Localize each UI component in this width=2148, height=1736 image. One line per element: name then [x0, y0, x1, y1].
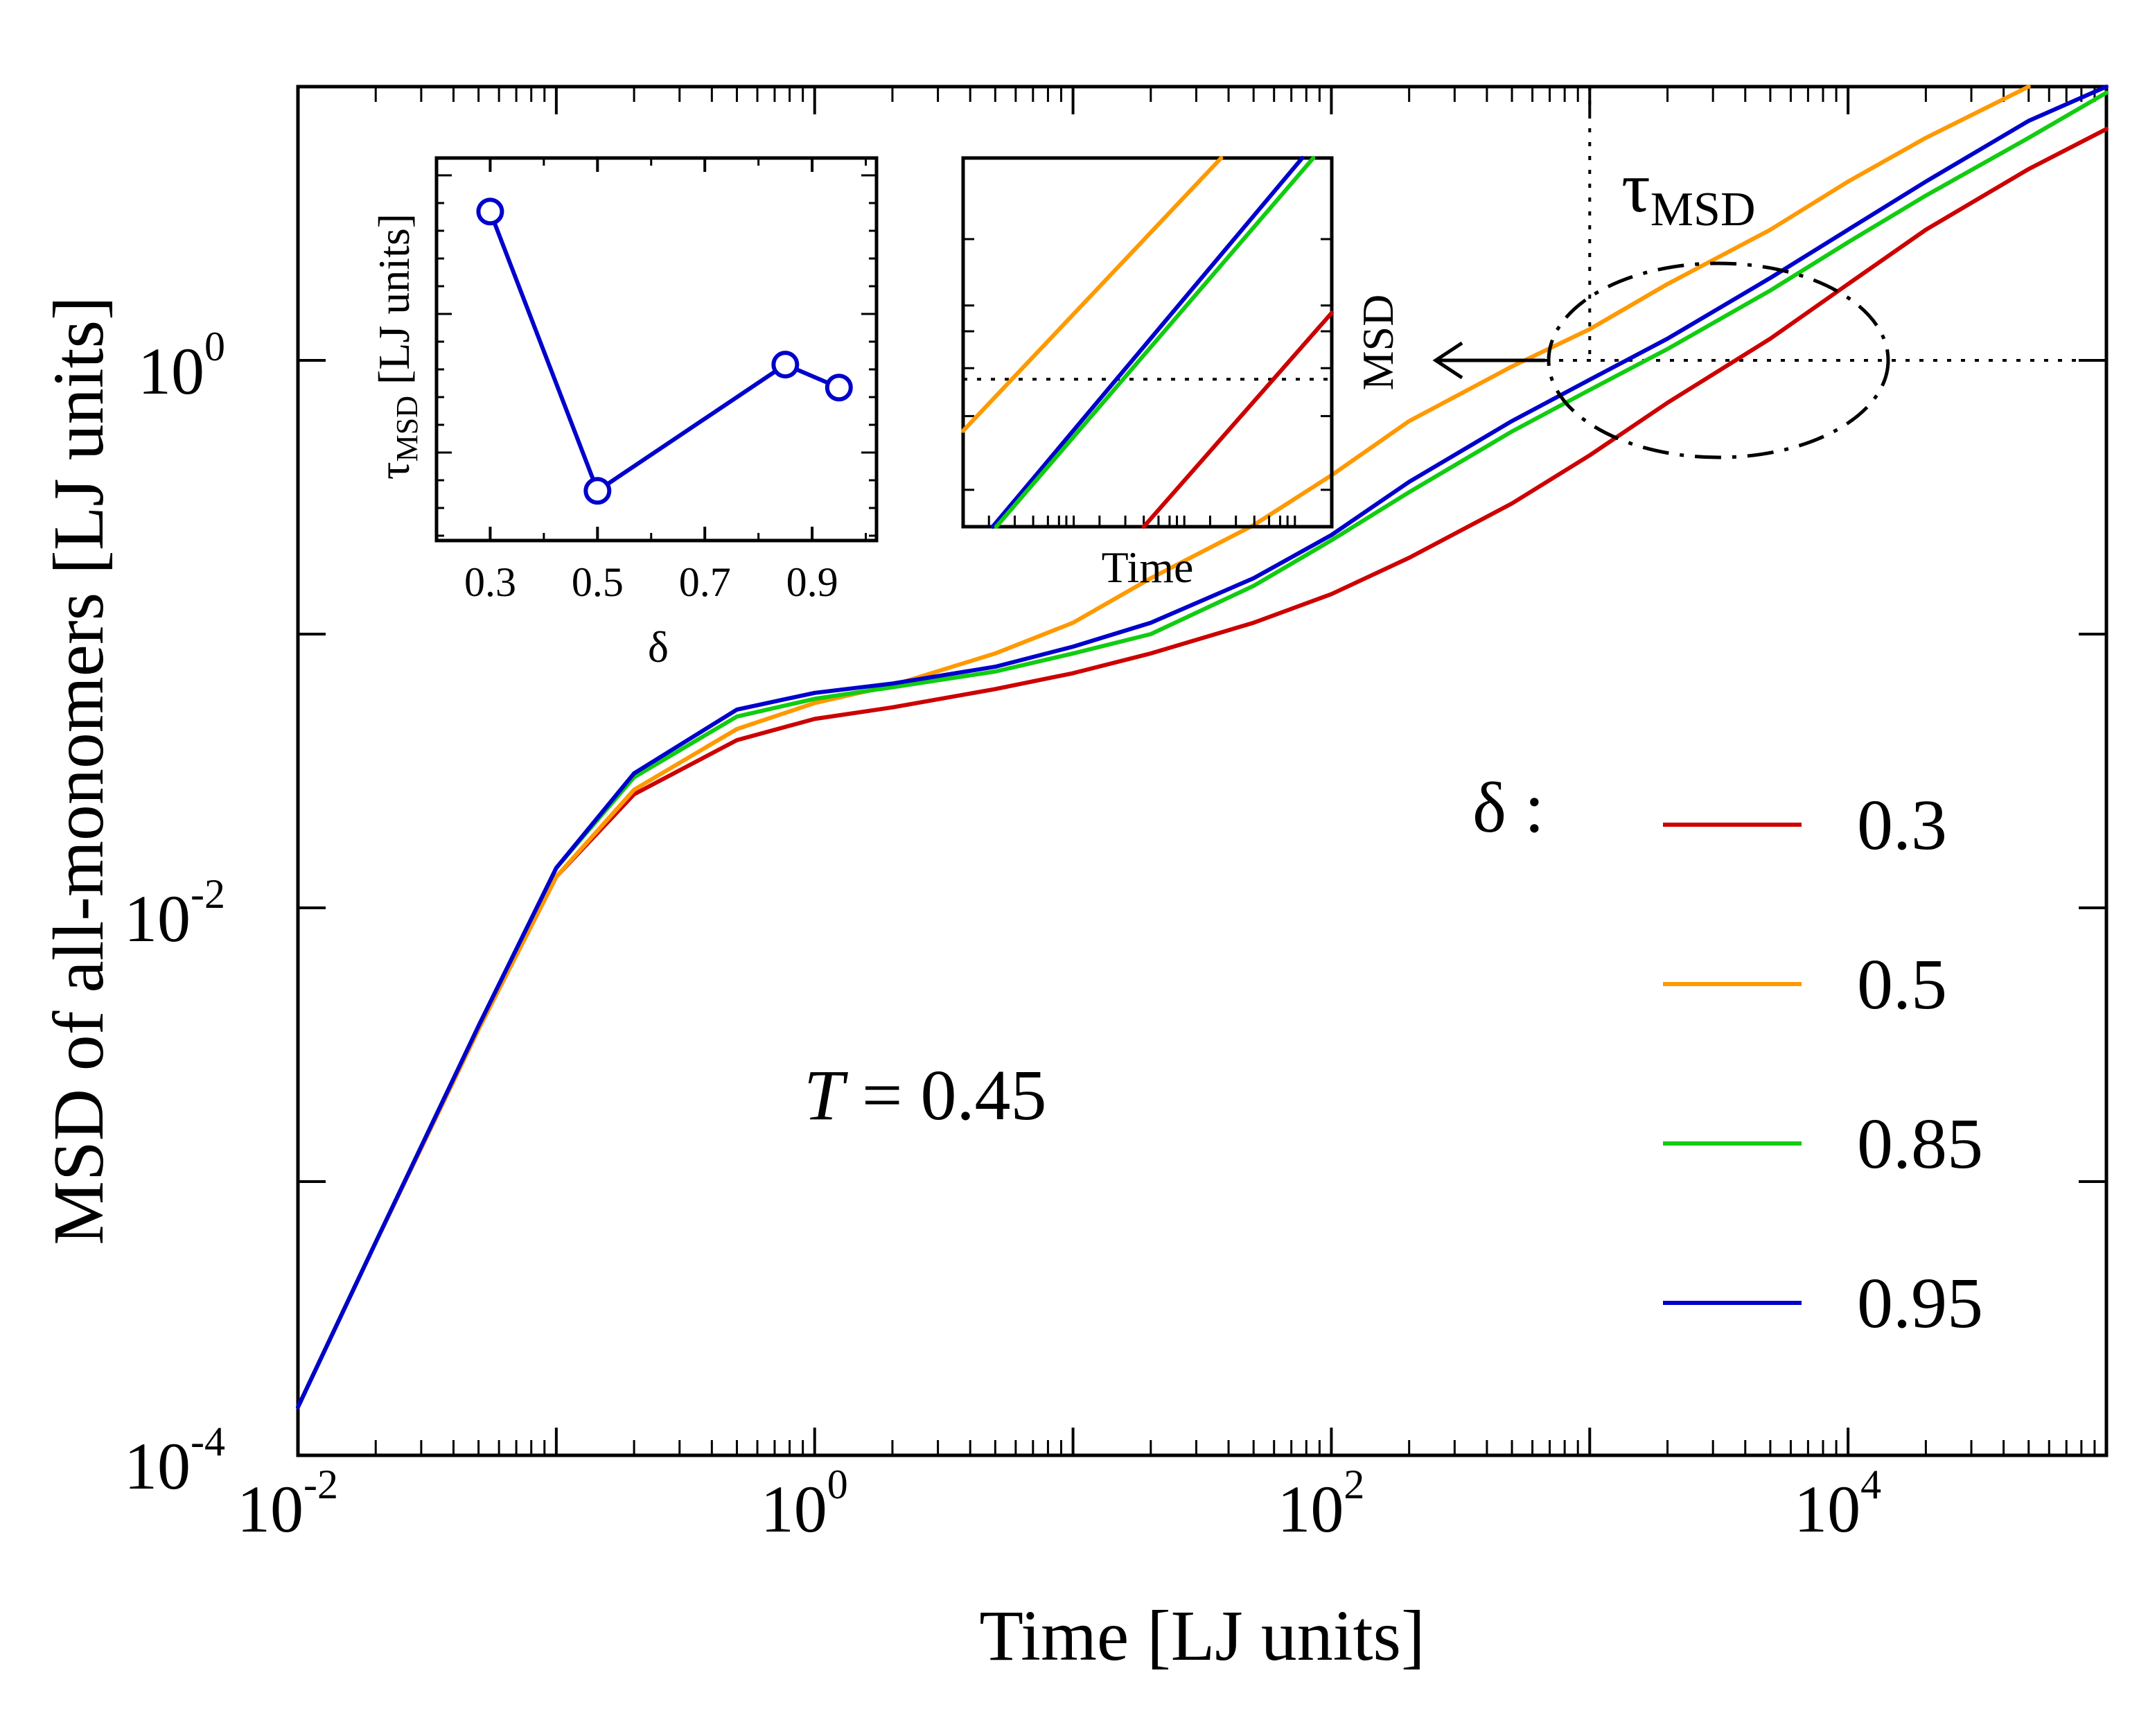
callout — [1432, 261, 1890, 459]
x-tick-label-exp: 4 — [1860, 1462, 1881, 1507]
inset-msd-xlabel: Time — [1102, 543, 1194, 592]
temperature-value: = 0.45 — [844, 1055, 1047, 1135]
legend-label: 0.5 — [1857, 945, 1947, 1024]
tau-msd-label: τMSD — [1621, 148, 1756, 236]
arrow-head — [1432, 341, 1463, 380]
tau-guides — [1545, 87, 2106, 362]
inset-tau-x-tick-label: 0.5 — [572, 559, 624, 605]
inset-tau-x-tick-label: 0.7 — [679, 559, 731, 605]
inset2-series — [961, 156, 1334, 529]
x-tick-label: 104 — [1794, 1462, 1881, 1546]
inset-msd-line-0_85 — [994, 156, 1316, 529]
y-tick-label: 100 — [138, 324, 225, 408]
series-line-0_95 — [296, 85, 2109, 1410]
main-series — [296, 85, 2109, 1410]
x-tick-label: 10-2 — [237, 1462, 338, 1546]
y-tick-label: 10-4 — [124, 1419, 225, 1503]
inset-msd-frame — [961, 156, 1334, 529]
legend-label: 0.3 — [1857, 785, 1947, 865]
dash-dot-ellipse — [1547, 261, 1890, 459]
inset-msd-ylabel: MSD — [1353, 295, 1402, 391]
inset-msd-line-0_3 — [1141, 310, 1334, 529]
series-line-0_3 — [296, 127, 2109, 1410]
inset-tau-point — [825, 374, 853, 402]
inset2-ticks — [963, 238, 1332, 527]
legend-title: δ : — [1472, 768, 1544, 848]
y-axis-title: MSD of all-monomers [LJ units] — [39, 296, 118, 1245]
temperature-annotation: T = 0.45 — [804, 1055, 1047, 1135]
inset-tau-ylabel-sub: MSD — [390, 396, 424, 462]
inset-tau-x-tick-label: 0.3 — [464, 559, 516, 605]
x-tick-label: 100 — [761, 1462, 848, 1546]
inset-tau-point — [771, 351, 800, 379]
main-plot-frame — [296, 85, 2109, 1457]
main-ticks — [297, 85, 2108, 1457]
x-tick-label-exp: 2 — [1344, 1462, 1364, 1507]
tau-subscript: MSD — [1650, 183, 1756, 236]
inset-tau-x-tick-label: 0.9 — [786, 559, 838, 605]
inset-msd-line-0_5 — [961, 156, 1224, 433]
inset1-series — [476, 198, 853, 505]
temperature-symbol: T — [804, 1055, 848, 1135]
inset-tau-frame — [434, 156, 879, 543]
inset-tau-ylabel: τMSD [LJ units] — [369, 213, 424, 480]
inset-tau-point — [476, 198, 504, 226]
inset1-ticks: 0.3 0.5 0.7 0.9 — [437, 158, 877, 605]
x-tick-label-exp: -2 — [303, 1462, 338, 1507]
series-line-0_5 — [296, 85, 2031, 1410]
legend: δ : 0.3 0.5 0.85 0.95 — [1472, 768, 1983, 1343]
y-tick-label-exp: -4 — [191, 1419, 225, 1464]
x-tick-label: 102 — [1277, 1462, 1364, 1546]
inset-msd-line-0_95 — [990, 156, 1305, 529]
inset-tau-xlabel: δ — [648, 622, 669, 672]
tau-symbol: τ — [1621, 148, 1650, 227]
legend-label: 0.95 — [1857, 1263, 1983, 1343]
inset-tau-ylabel-rest: [LJ units] — [369, 213, 419, 396]
legend-label: 0.85 — [1857, 1104, 1983, 1184]
inset-tau-line — [488, 209, 841, 493]
y-tick-label: 10-2 — [124, 871, 225, 956]
inset-tau-point — [583, 477, 612, 505]
inset-tau-ylabel-main: τ — [369, 462, 419, 480]
y-tick-label-exp: -2 — [191, 871, 225, 917]
x-tick-label-exp: 0 — [827, 1462, 848, 1507]
y-tick-label-exp: 0 — [204, 324, 225, 369]
x-axis-title: Time [LJ units] — [979, 1596, 1425, 1676]
